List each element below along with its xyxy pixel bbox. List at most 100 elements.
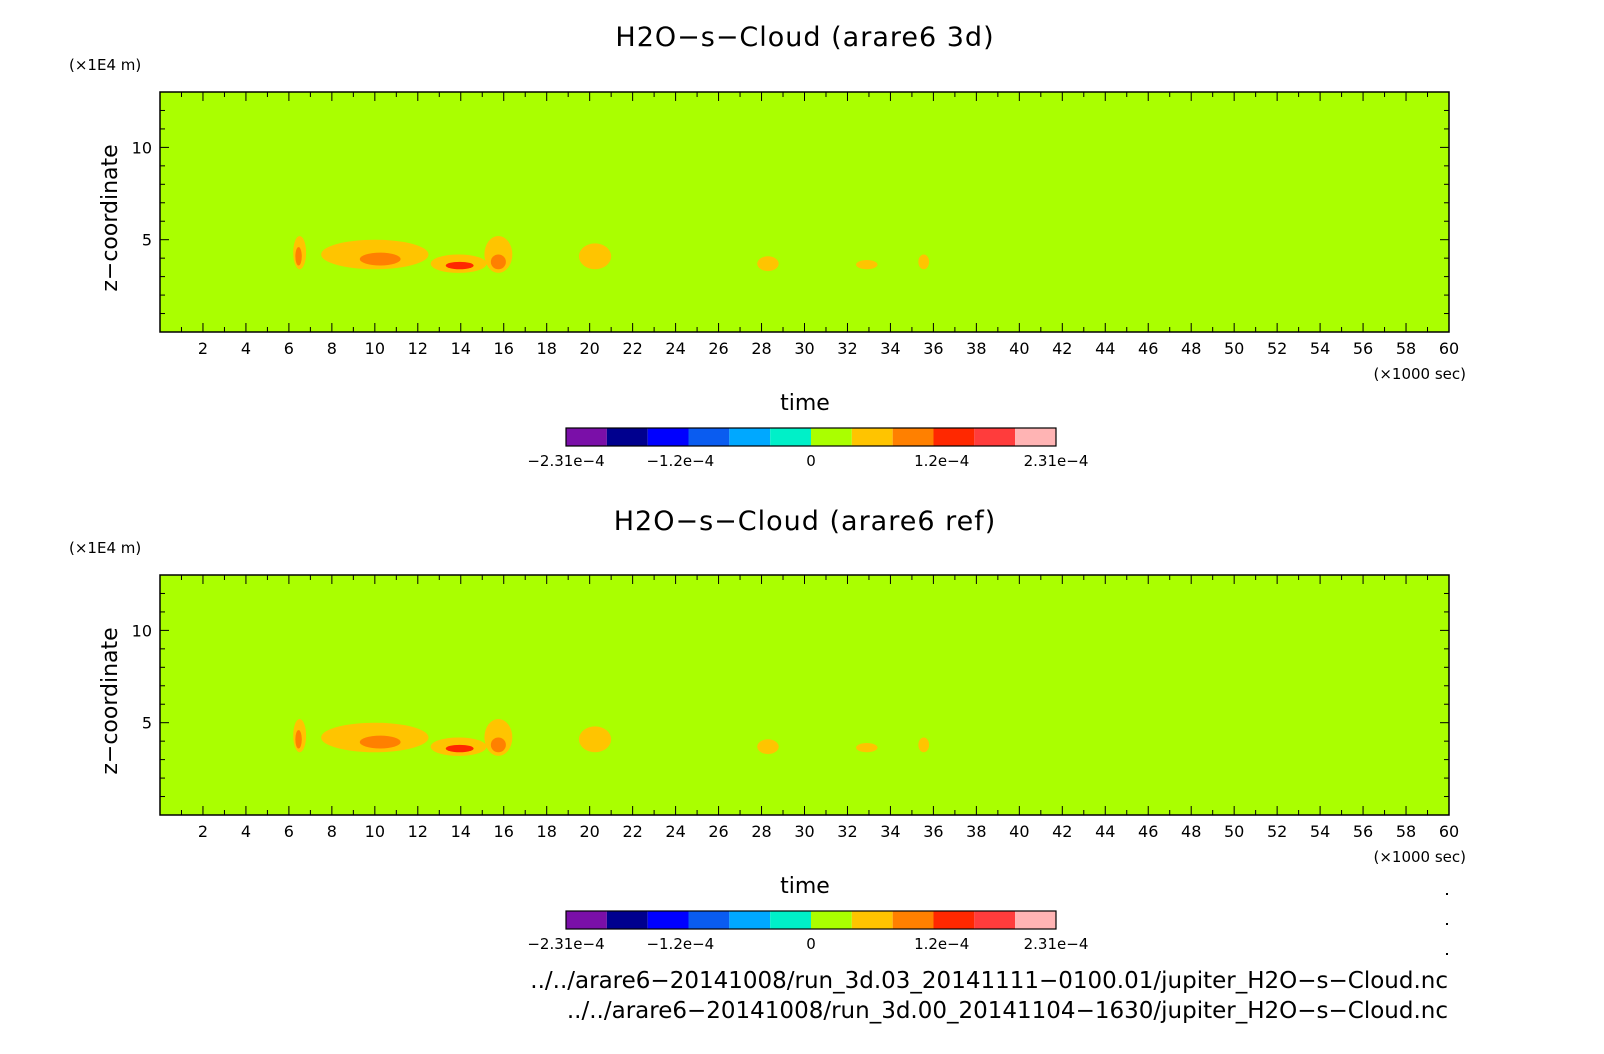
field-background [160,92,1449,332]
colorbar-swatch [1015,428,1056,446]
colorbar-label: 1.2e−4 [914,935,969,953]
cloud-contour [490,254,506,270]
colorbar-swatch [851,428,893,446]
cloud-contour [578,243,612,270]
x-tick-label: 42 [1052,822,1072,841]
y-tick-label: 10 [132,621,152,640]
field-background [160,575,1449,815]
x-tick-label: 28 [751,339,771,358]
x-tick-label: 32 [837,822,857,841]
cloud-contour [445,261,474,270]
x-tick-label: 24 [665,822,685,841]
colorbar-swatch [606,911,648,929]
heatmap-panel: 2 4 6 8 10 12 14 16 18 20 22 24 26 28 30 32 34 36 38 40 42 44… [132,91,1459,358]
x-tick-label: 20 [579,339,599,358]
colorbar-swatch [892,428,934,446]
x-tick-label: 12 [408,822,428,841]
x-tick-label: 16 [494,822,514,841]
colorbar-frame [565,910,1057,930]
x-tick-label: 36 [923,339,943,358]
colorbar-swatch [647,911,689,929]
x-tick-label: 8 [327,822,337,841]
colorbar-label: 0 [806,935,816,953]
x-axis-unit: (×1000 sec) [1373,365,1466,383]
colorbar-label: −1.2e−4 [646,452,714,470]
colorbar-swatch [892,911,934,929]
colorbar-swatch [566,428,607,446]
cloud-contour [856,260,878,270]
x-axis-unit: (×1000 sec) [1373,848,1466,866]
colorbar-label: −1.2e−4 [646,935,714,953]
x-tick-label: 40 [1009,339,1029,358]
colorbar-swatch [974,428,1016,446]
colorbar-label: 2.31e−4 [1024,452,1089,470]
file-path-2: ../../arare6−20141008/run_3d.00_20141104… [567,998,1448,1024]
x-tick-label: 6 [284,822,294,841]
colorbar-swatch [933,911,975,929]
x-tick-label: 4 [241,822,251,841]
dot-mark [1446,953,1448,955]
x-tick-label: 58 [1396,339,1416,358]
x-tick-label: 6 [284,339,294,358]
x-tick-label: 30 [794,822,814,841]
x-tick-label: 58 [1396,822,1416,841]
x-tick-label: 56 [1353,822,1373,841]
x-tick-label: 34 [880,339,900,358]
x-tick-label: 8 [327,339,337,358]
y-tick-label: 10 [132,138,152,157]
y-axis-unit: (×1E4 m) [69,56,141,74]
x-tick-label: 26 [708,339,728,358]
colorbar-swatch [811,911,852,929]
x-tick-label: 24 [665,339,685,358]
x-tick-label: 18 [537,339,557,358]
x-tick-label: 22 [622,339,642,358]
colorbar-swatch [974,911,1016,929]
colorbar-swatch [851,911,893,929]
x-tick-label: 34 [880,822,900,841]
colorbar-swatch [688,911,730,929]
chart-title: H2O−s−Cloud (arare6 3d) [615,22,994,53]
x-tick-label: 10 [365,339,385,358]
heatmap-panel: 2 4 6 8 10 12 14 16 18 20 22 24 26 28 30 32 34 36 38 40 42 44… [132,574,1459,841]
x-tick-label: 44 [1095,339,1115,358]
x-tick-label: 60 [1439,822,1459,841]
x-tick-label: 4 [241,339,251,358]
colorbar: −2.31e−4 −1.2e−4 0 1.2e−4 2.31e−4 [527,910,1089,953]
x-tick-label: 18 [537,822,557,841]
x-tick-label: 2 [198,822,208,841]
x-tick-label: 2 [198,339,208,358]
colorbar-label: −2.31e−4 [527,935,604,953]
colorbar-label: 2.31e−4 [1024,935,1089,953]
x-tick-label: 52 [1267,339,1287,358]
colorbar-swatch [688,428,730,446]
colorbar-label: −2.31e−4 [527,452,604,470]
x-tick-label: 14 [451,822,471,841]
cloud-contour [757,256,779,272]
dot-mark [1446,923,1448,925]
x-tick-label: 38 [966,822,986,841]
colorbar-swatch [770,428,811,446]
colorbar-label: 0 [806,452,816,470]
cloud-contour [578,726,612,753]
colorbar-swatch [811,428,852,446]
colorbar-swatch [770,911,811,929]
cloud-contour [856,743,878,753]
colorbar-swatch [1015,911,1056,929]
x-tick-label: 60 [1439,339,1459,358]
x-tick-label: 44 [1095,822,1115,841]
colorbar-swatch [933,428,975,446]
x-tick-label: 42 [1052,339,1072,358]
x-tick-label: 54 [1310,822,1330,841]
y-tick-label: 5 [142,714,152,733]
x-tick-label: 52 [1267,822,1287,841]
cloud-contour [295,247,302,266]
x-tick-label: 16 [494,339,514,358]
cloud-contour [757,739,779,755]
y-axis-label: z−coordinate [98,144,123,291]
colorbar-swatch [647,428,689,446]
cloud-contour [445,744,474,753]
file-path-1: ../../arare6−20141008/run_3d.03_20141111… [530,968,1448,994]
x-tick-label: 56 [1353,339,1373,358]
x-tick-label: 50 [1224,339,1244,358]
